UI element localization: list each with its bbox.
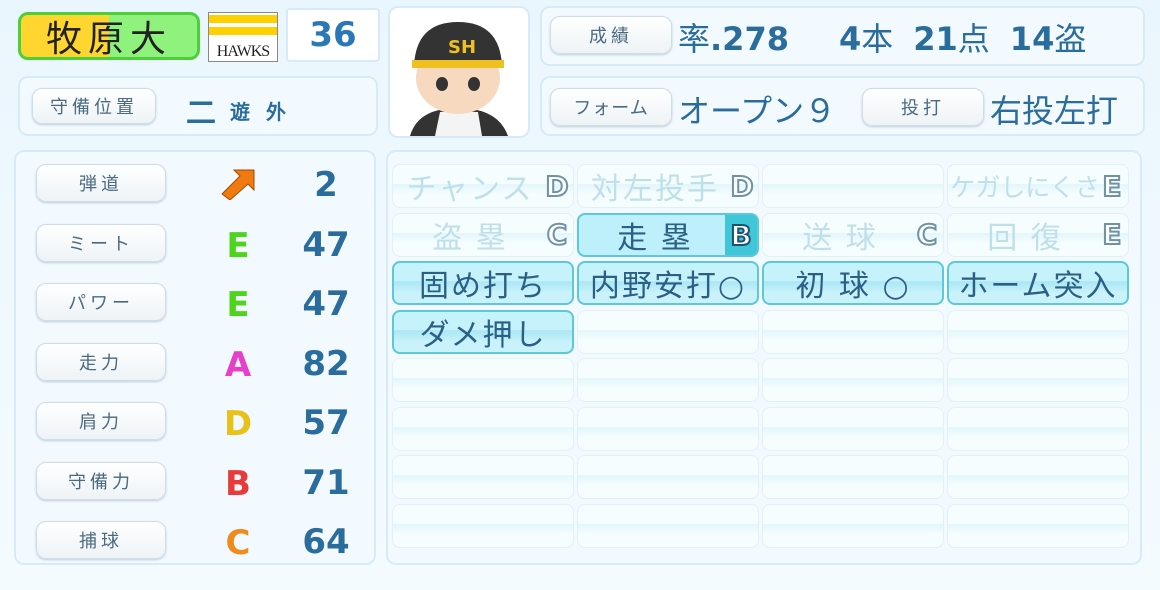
stat-grade: D bbox=[223, 404, 253, 444]
stat-value: 57 bbox=[302, 403, 350, 443]
ability-grade: B bbox=[729, 218, 752, 253]
ability-label: チャンス bbox=[406, 172, 534, 207]
position-label: 守備位置 bbox=[32, 88, 156, 124]
ability-label: 初 球 ○ bbox=[795, 269, 911, 304]
hand-value: 右投左打 bbox=[990, 92, 1119, 130]
ability-slot-empty bbox=[392, 358, 574, 402]
player-portrait: SH bbox=[388, 6, 530, 138]
ability-slot-empty bbox=[762, 358, 944, 402]
ability-label: ダメ押し bbox=[419, 317, 547, 353]
ability-slot-empty bbox=[947, 406, 1129, 451]
ability-item: チャンス D bbox=[392, 164, 574, 208]
record-box: 成績 率.278 4本 21点 14盗 bbox=[540, 6, 1145, 66]
stat-grade: E bbox=[226, 225, 250, 266]
form-value: オープン９ bbox=[678, 92, 837, 130]
ability-label: 盗 塁 bbox=[432, 220, 508, 256]
stat-row: 走力 A 82 bbox=[36, 339, 388, 389]
sub-position: 遊 bbox=[230, 100, 250, 124]
ability-slot-empty bbox=[762, 309, 944, 354]
ability-slot-empty bbox=[762, 406, 944, 451]
ability-slot-empty bbox=[947, 503, 1129, 548]
stat-value: 47 bbox=[302, 224, 350, 265]
stat-label: 走力 bbox=[36, 342, 166, 381]
ability-label: 対左投手 bbox=[591, 172, 719, 207]
ability-slot-empty bbox=[392, 406, 574, 451]
position-box: 守備位置 二 遊 外 bbox=[18, 76, 378, 136]
ability-label: 固め打ち bbox=[419, 269, 547, 304]
main-position: 二 bbox=[186, 96, 216, 131]
stat-row: パワー E 47 bbox=[36, 279, 388, 329]
stat-grade: C bbox=[225, 523, 251, 563]
ability-item: ホーム突入 bbox=[947, 261, 1129, 305]
ability-grade: C bbox=[916, 217, 939, 252]
ability-slot-empty bbox=[577, 503, 759, 548]
ability-slot-empty bbox=[392, 503, 574, 548]
ability-slot-empty bbox=[762, 164, 944, 208]
stat-row: ミート E 47 bbox=[36, 220, 388, 270]
ability-slot-empty bbox=[577, 309, 759, 354]
stat-label: 守備力 bbox=[36, 461, 166, 500]
form-box: フォーム オープン９ 投打 右投左打 bbox=[540, 76, 1145, 136]
ability-label: ケガしにくさ bbox=[950, 173, 1100, 202]
ability-slot-empty bbox=[577, 455, 759, 499]
ability-item: ダメ押し bbox=[392, 309, 574, 354]
ability-item: 固め打ち bbox=[392, 261, 574, 305]
ability-item: 対左投手 D bbox=[577, 164, 759, 208]
ability-item: 初 球 ○ bbox=[762, 261, 944, 305]
record-line: 率.278 4本 21点 14盗 bbox=[678, 20, 1087, 58]
ability-slot-empty bbox=[392, 455, 574, 499]
ability-grade: E bbox=[1101, 217, 1122, 252]
stat-value: 82 bbox=[302, 343, 350, 384]
ability-grade: D bbox=[729, 169, 754, 204]
record-label: 成績 bbox=[550, 16, 672, 54]
ability-slot-empty bbox=[577, 358, 759, 402]
ability-slot-empty bbox=[947, 358, 1129, 402]
stat-value: 47 bbox=[302, 284, 350, 324]
stat-row: 肩力 D 57 bbox=[36, 398, 388, 448]
ability-grade: E bbox=[1101, 169, 1122, 204]
stat-label: パワー bbox=[36, 283, 166, 321]
stat-label: ミート bbox=[36, 223, 166, 262]
ability-grade: C bbox=[546, 217, 569, 252]
stat-grade: A bbox=[224, 344, 252, 385]
ability-label: 回 復 bbox=[987, 220, 1063, 256]
stat-value: 64 bbox=[302, 522, 350, 562]
form-label: フォーム bbox=[550, 88, 672, 126]
trajectory-arrow-icon bbox=[218, 166, 258, 209]
svg-text:SH: SH bbox=[448, 37, 476, 58]
stats-panel: 弾道 2 ミート E 47 パワー E 47 走力 A 82 肩力 D 57 守備力 B 71 捕球 C 64 bbox=[14, 150, 376, 565]
abilities-panel: チャンス D 対左投手 D ケガしにくさ E 盗 塁 C 走 塁 B 送 球 C 回 復 E 固め打ち 内野安… bbox=[386, 150, 1142, 565]
ability-item: 内野安打○ bbox=[577, 261, 759, 305]
stat-row: 捕球 C 64 bbox=[36, 517, 388, 567]
team-logo: HAWKS bbox=[208, 12, 278, 62]
ability-label: 送 球 bbox=[802, 220, 878, 256]
stat-row: 守備力 B 71 bbox=[36, 458, 388, 508]
stat-grade: B bbox=[225, 463, 251, 504]
stat-label: 捕球 bbox=[36, 521, 166, 559]
ability-slot-empty bbox=[947, 309, 1129, 354]
ability-item: ケガしにくさ E bbox=[947, 164, 1129, 208]
ability-slot-empty bbox=[762, 455, 944, 499]
ability-slot-empty bbox=[947, 455, 1129, 499]
player-name: 牧原大 bbox=[18, 12, 200, 60]
ability-label: 走 塁 bbox=[617, 220, 693, 256]
ability-grade: D bbox=[544, 169, 569, 204]
stat-row: 弾道 2 bbox=[36, 160, 388, 210]
ability-slot-empty bbox=[762, 503, 944, 548]
ability-label: ホーム突入 bbox=[958, 269, 1118, 304]
uniform-number: 36 bbox=[286, 8, 380, 62]
stat-label: 弾道 bbox=[36, 164, 166, 202]
stat-grade: E bbox=[226, 285, 250, 325]
stat-value: 71 bbox=[302, 462, 350, 503]
stat-value: 2 bbox=[314, 165, 338, 205]
sub-position: 外 bbox=[266, 100, 286, 124]
ability-slot-empty bbox=[577, 406, 759, 451]
stat-label: 肩力 bbox=[36, 402, 166, 440]
hand-label: 投打 bbox=[862, 88, 984, 126]
ability-label: 内野安打○ bbox=[589, 269, 747, 304]
